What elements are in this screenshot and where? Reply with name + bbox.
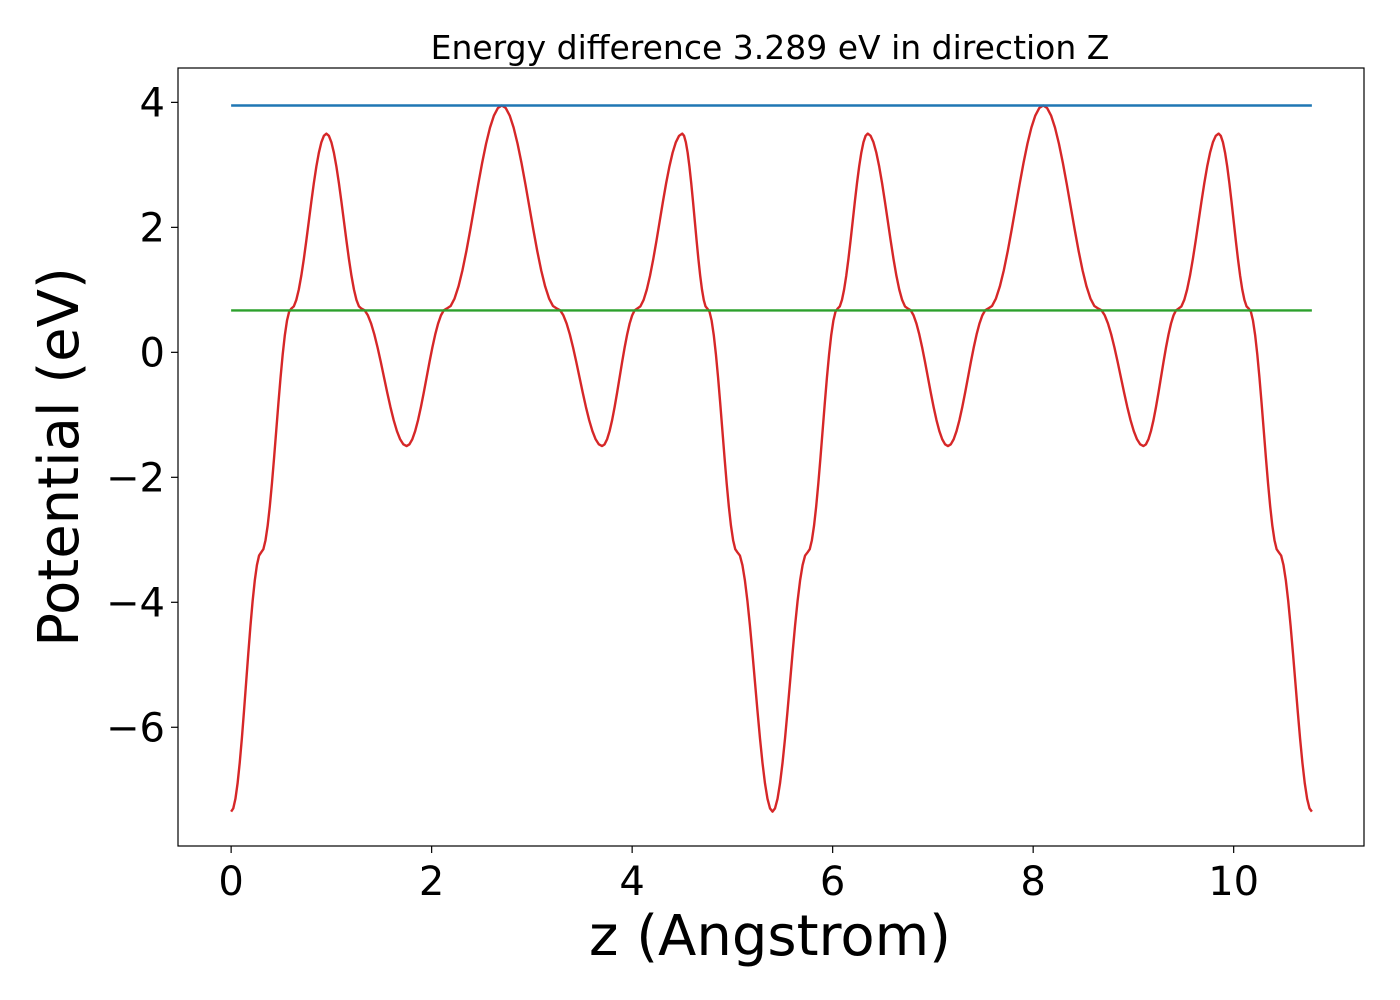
y-tick-label: 2 bbox=[140, 205, 165, 251]
series-layer bbox=[230, 104, 1313, 813]
x-tick-label: 2 bbox=[419, 859, 444, 905]
plot-frame bbox=[177, 67, 1365, 847]
y-tick-label: −2 bbox=[106, 455, 165, 501]
x-tick-label: 6 bbox=[820, 859, 845, 905]
x-axis-label: z (Angstrom) bbox=[589, 904, 951, 969]
y-tick-label: −4 bbox=[106, 580, 165, 626]
x-tick-label: 10 bbox=[1208, 859, 1259, 905]
x-tick-label: 8 bbox=[1020, 859, 1045, 905]
y-tick-label: 0 bbox=[140, 330, 165, 376]
y-ticks: −6 −4 −2 0 2 4 bbox=[106, 80, 178, 751]
y-tick-label: 4 bbox=[140, 80, 165, 126]
x-ticks: 0 2 4 6 8 10 bbox=[218, 846, 1259, 905]
x-tick-label: 0 bbox=[218, 859, 243, 905]
y-axis-label: Potential (eV) bbox=[27, 267, 92, 647]
x-tick-label: 4 bbox=[619, 859, 644, 905]
chart-title: Energy difference 3.289 eV in direction … bbox=[431, 28, 1110, 67]
series-line-potential bbox=[230, 104, 1313, 813]
y-tick-label: −6 bbox=[106, 705, 165, 751]
